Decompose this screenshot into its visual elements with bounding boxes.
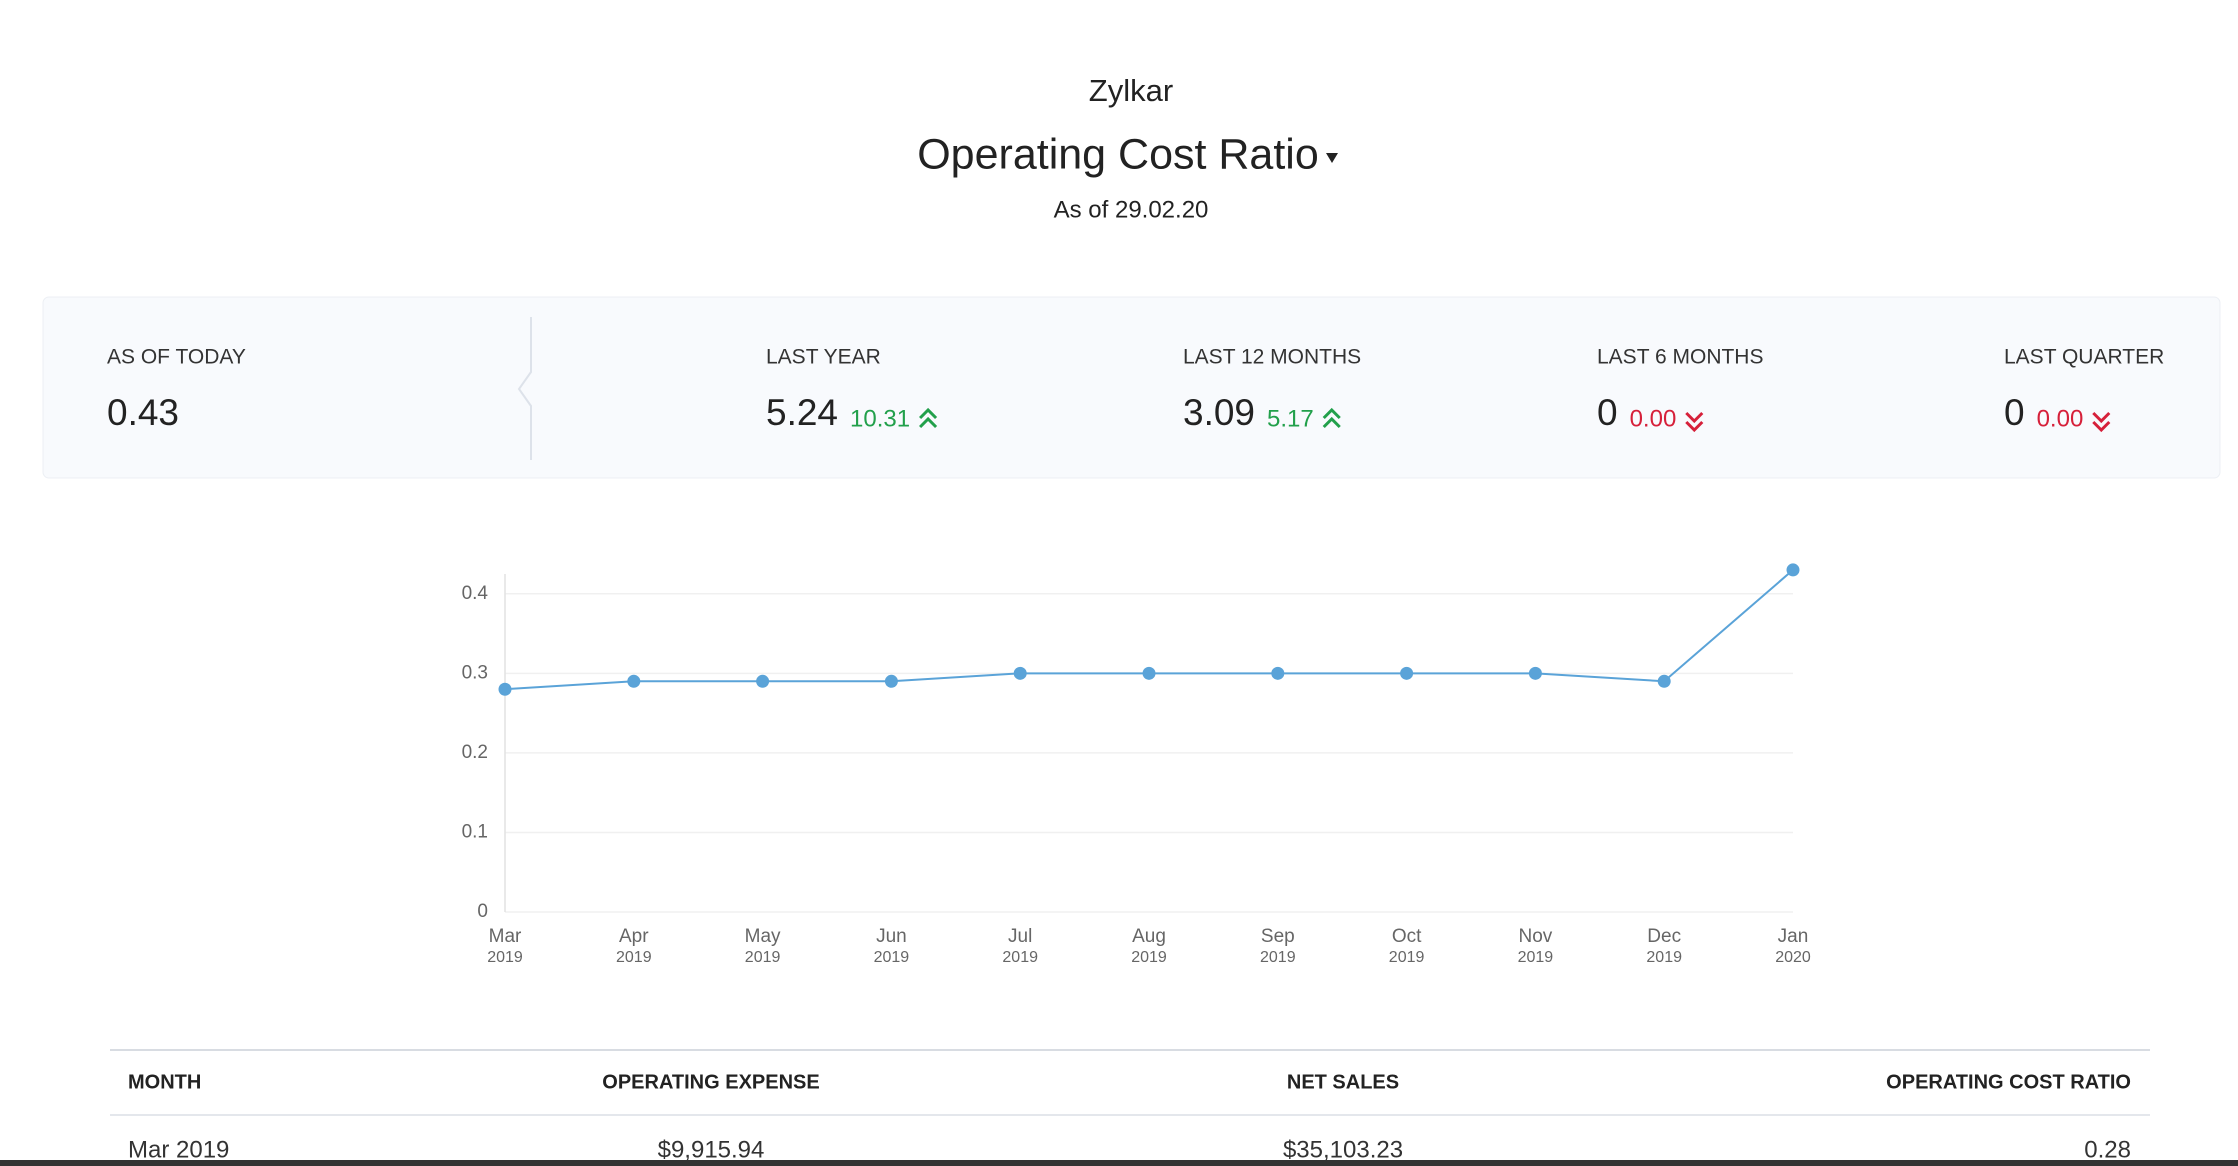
y-tick-label: 0.1	[462, 821, 488, 842]
trend-icon	[2092, 411, 2111, 433]
column-header: OPERATING COST RATIO	[1886, 1071, 2131, 1093]
summary-label: AS OF TODAY	[107, 346, 246, 369]
point	[1271, 666, 1285, 680]
report-title[interactable]: Operating Cost Ratio	[917, 130, 1319, 178]
summary-change: 10.31	[850, 405, 910, 432]
summary-value: 0	[1597, 392, 1618, 433]
x-tick-label: Aug	[1132, 926, 1166, 947]
x-tick-label: Dec	[1647, 926, 1681, 947]
table-cell: Mar 2019	[128, 1136, 229, 1163]
summary-change: 5.17	[1267, 405, 1314, 432]
y-tick-label: 0	[477, 901, 488, 922]
x-tick-label: Mar	[489, 926, 522, 947]
summary-panel	[42, 296, 2221, 479]
summary-value: 0.43	[107, 392, 179, 433]
summary-label: LAST 12 MONTHS	[1183, 346, 1361, 369]
x-tick-year: 2019	[1518, 949, 1554, 966]
title-dropdown[interactable]	[1326, 153, 1338, 163]
summary-value: 5.24	[766, 392, 838, 433]
x-tick-year: 2019	[1646, 949, 1682, 966]
column-header: OPERATING EXPENSE	[602, 1071, 819, 1093]
table-cell: $9,915.94	[658, 1136, 765, 1163]
trend-icon	[919, 407, 938, 429]
x-tick-year: 2019	[1389, 949, 1425, 966]
x-tick-year: 2019	[745, 949, 781, 966]
x-tick-label: Nov	[1519, 926, 1553, 947]
trend-icon	[1322, 407, 1341, 429]
point	[1013, 666, 1027, 680]
point	[1400, 666, 1414, 680]
point	[756, 674, 770, 688]
x-tick-label: Oct	[1392, 926, 1422, 947]
bottom-edge	[0, 1160, 2238, 1166]
x-tick-label: Sep	[1261, 926, 1295, 947]
point	[884, 674, 898, 688]
subtitle: As of 29.02.20	[1054, 196, 1209, 223]
y-tick-label: 0.3	[462, 662, 488, 683]
point	[1657, 674, 1671, 688]
x-tick-year: 2019	[874, 949, 910, 966]
table-cell: 0.28	[2084, 1136, 2131, 1163]
x-tick-year: 2019	[1131, 949, 1167, 966]
point	[1528, 666, 1542, 680]
x-tick-label: Apr	[619, 926, 649, 947]
summary-value: 3.09	[1183, 392, 1255, 433]
x-tick-year: 2020	[1775, 949, 1811, 966]
table-cell: $35,103.23	[1283, 1136, 1403, 1163]
x-tick-label: Jan	[1778, 926, 1809, 947]
summary-label: LAST YEAR	[766, 346, 881, 369]
x-tick-year: 2019	[1002, 949, 1038, 966]
trend-icon	[1685, 411, 1704, 433]
company: Zylkar	[1089, 73, 1173, 108]
point	[1786, 563, 1800, 577]
column-header: MONTH	[128, 1071, 201, 1093]
x-tick-label: Jul	[1008, 926, 1032, 947]
summary-change: 0.00	[2037, 405, 2084, 432]
divider	[517, 317, 532, 460]
x-tick-year: 2019	[487, 949, 523, 966]
point	[1142, 666, 1156, 680]
summary-change: 0.00	[1630, 405, 1677, 432]
x-tick-label: Jun	[876, 926, 907, 947]
y-tick-label: 0.2	[462, 742, 488, 763]
x-tick-year: 2019	[616, 949, 652, 966]
summary-label: LAST 6 MONTHS	[1597, 346, 1763, 369]
point	[627, 674, 641, 688]
column-header: NET SALES	[1287, 1071, 1399, 1093]
summary-value: 0	[2004, 392, 2025, 433]
y-tick-label: 0.4	[462, 583, 489, 604]
x-tick-year: 2019	[1260, 949, 1296, 966]
summary-label: LAST QUARTER	[2004, 346, 2164, 369]
point	[498, 682, 512, 696]
x-tick-label: May	[745, 926, 781, 947]
